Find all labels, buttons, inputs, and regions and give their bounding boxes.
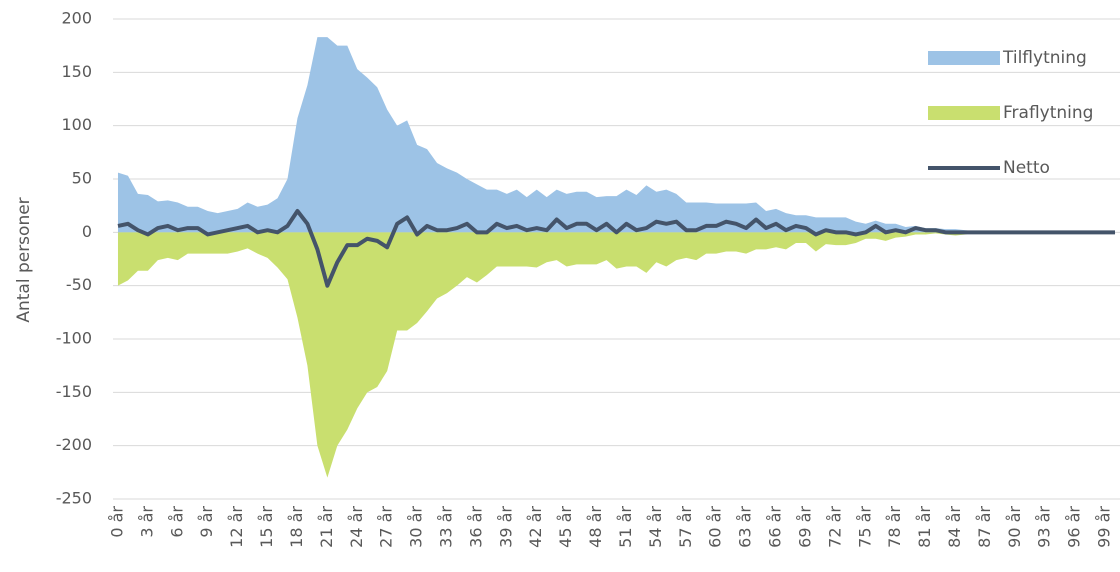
area	[117, 232, 1116, 478]
legend-label: Netto	[1003, 158, 1050, 178]
line	[117, 209, 1116, 288]
x-tick-label: 48 år	[586, 506, 605, 548]
y-tick-label: 100	[61, 115, 92, 134]
x-tick-label: 60 år	[706, 506, 725, 548]
legend-label: Fraflytning	[1003, 103, 1093, 123]
y-tick-label: 200	[61, 9, 92, 28]
x-tick-label: 57 år	[676, 506, 695, 548]
x-tick-label: 15 år	[257, 506, 276, 548]
x-tick-label: 69 år	[795, 506, 814, 548]
x-tick-label: 84 år	[945, 506, 964, 548]
x-tick-label: 6 år	[167, 506, 186, 538]
x-tick-label: 96 år	[1065, 506, 1084, 548]
x-tick-label: 78 år	[885, 506, 904, 548]
x-tick-label: 66 år	[766, 506, 785, 548]
x-tick-label: 42 år	[526, 506, 545, 548]
x-tick-label: 0 år	[107, 506, 126, 538]
x-tick-label: 54 år	[646, 506, 665, 548]
x-tick-label: 51 år	[616, 506, 635, 548]
x-tick-label: 93 år	[1035, 506, 1054, 548]
y-tick-label: 0	[82, 222, 92, 241]
x-tick-label: 18 år	[287, 506, 306, 548]
area	[117, 37, 1116, 233]
x-tick-label: 3 år	[137, 506, 156, 538]
x-tick-label: 72 år	[825, 506, 844, 548]
y-tick-label: -100	[56, 329, 92, 348]
x-tick-label: 24 år	[347, 506, 366, 548]
y-tick-label: -50	[66, 275, 92, 294]
y-tick-label: -200	[56, 435, 92, 454]
x-tick-label: 90 år	[1005, 506, 1024, 548]
x-tick-label: 99 år	[1095, 506, 1114, 548]
x-tick-label: 36 år	[466, 506, 485, 548]
x-tick-label: 33 år	[437, 506, 456, 548]
x-tick-label: 81 år	[915, 506, 934, 548]
legend-swatch	[928, 51, 1000, 65]
x-tick-label: 12 år	[227, 506, 246, 548]
x-tick-label: 87 år	[975, 506, 994, 548]
y-tick-label: -150	[56, 382, 92, 401]
x-tick-label: 45 år	[556, 506, 575, 548]
x-tick-label: 27 år	[377, 506, 396, 548]
x-tick-label: 21 år	[317, 506, 336, 548]
y-tick-label: 150	[61, 62, 92, 81]
y-tick-label: 50	[72, 169, 92, 188]
x-tick-label: 63 år	[736, 506, 755, 548]
x-tick-label: 39 år	[496, 506, 515, 548]
x-tick-label: 75 år	[855, 506, 874, 548]
y-axis-title: Antal personer	[14, 197, 34, 322]
x-tick-label: 9 år	[197, 506, 216, 538]
y-tick-label: -250	[56, 489, 92, 508]
legend-swatch	[928, 106, 1000, 120]
x-tick-label: 30 år	[407, 506, 426, 548]
legend-label: Tilflytning	[1002, 48, 1087, 68]
